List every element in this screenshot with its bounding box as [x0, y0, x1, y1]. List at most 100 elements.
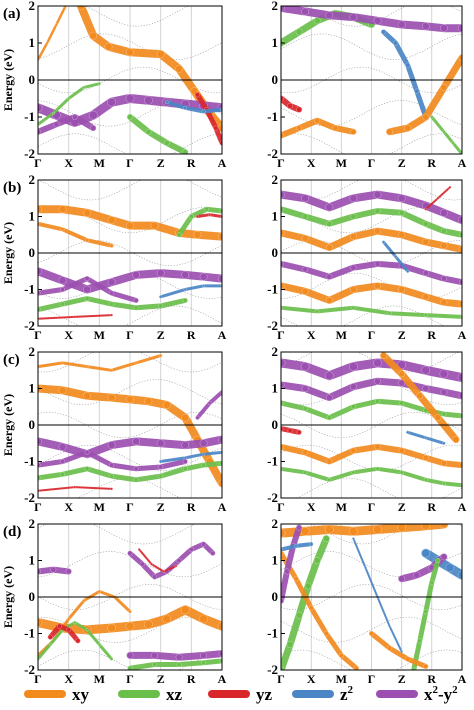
y-tick-label: 2 [272, 0, 279, 13]
orbital-legend: xy xz yz z2 x2-y2 [24, 684, 458, 704]
band-point [287, 102, 293, 109]
band-point [73, 315, 77, 319]
band-point [440, 388, 448, 396]
band-point [73, 620, 77, 625]
band-point [183, 456, 187, 460]
y-tick-label: 1 [272, 209, 279, 224]
band-point [351, 470, 356, 475]
band-point [195, 214, 200, 219]
kpoint-label: Γ [277, 328, 285, 342]
band-thin-line [281, 33, 462, 60]
band-point [351, 305, 356, 310]
band-layer [38, 6, 222, 154]
band-point [85, 238, 90, 243]
band-point [287, 428, 293, 433]
band-point [440, 84, 448, 91]
kpoint-label: A [458, 672, 467, 686]
band-point [382, 240, 386, 244]
band-point [325, 244, 333, 251]
band-point [180, 605, 190, 615]
band-point [398, 209, 405, 216]
kpoint-label: Γ [126, 672, 134, 686]
band-point [325, 203, 334, 212]
band-point [422, 385, 430, 392]
band-xy-series [38, 354, 163, 372]
band-point [386, 128, 393, 136]
y-tick-label: 0 [29, 245, 36, 260]
legend-label: xy [72, 685, 90, 704]
band-point [159, 354, 163, 358]
band-point [308, 605, 314, 611]
band-point [404, 124, 412, 132]
band-point [296, 106, 303, 113]
panel-label: (c) [3, 352, 20, 368]
kpoint-label: Γ [34, 672, 42, 686]
panel-label: (a) [3, 6, 21, 22]
band-point [109, 473, 115, 479]
band-thin-line [38, 379, 222, 406]
y-tick-label: 0 [29, 72, 36, 87]
band-point [302, 406, 308, 412]
band-point [175, 653, 183, 661]
y-tick-label: -1 [24, 109, 35, 124]
band-point [107, 623, 116, 633]
y-tick-label: -1 [267, 626, 278, 641]
band-point [219, 208, 222, 214]
band-thin-line [281, 444, 462, 471]
band-point [304, 582, 312, 590]
band-point [219, 658, 222, 664]
band-point [156, 269, 165, 277]
band-point [350, 286, 357, 293]
band-xz-series [281, 535, 330, 670]
band-point [58, 276, 67, 285]
band-point [398, 286, 406, 293]
band-point [440, 275, 447, 282]
band-point [459, 231, 462, 238]
kpoint-label: Z [398, 500, 406, 514]
band-point [126, 652, 134, 659]
band-point [150, 562, 153, 566]
legend-label: z2 [340, 684, 354, 704]
band-point [58, 205, 67, 214]
band-point [405, 656, 411, 662]
band-point [50, 566, 57, 573]
kpoint-label: X [64, 156, 73, 170]
band-point [201, 541, 207, 547]
band-point [126, 395, 134, 404]
band-point [201, 660, 207, 666]
band-point [60, 459, 66, 464]
band-point [181, 271, 190, 279]
band-point [296, 125, 303, 132]
kpoint-label: M [94, 156, 105, 170]
band-point [411, 667, 417, 670]
band-point [374, 208, 381, 214]
band-point [313, 17, 321, 25]
band-point [452, 436, 460, 443]
band-thin-line [38, 524, 197, 545]
band-z2-series [421, 548, 462, 580]
band-point [156, 439, 165, 448]
band-point [300, 362, 310, 371]
band-point [151, 652, 158, 659]
band-point [422, 238, 430, 246]
band-point [73, 485, 77, 489]
band-point [314, 117, 321, 124]
band-point [397, 194, 406, 203]
y-tick-label: -2 [267, 662, 278, 677]
band-point [293, 576, 299, 582]
y-tick-label: 1 [29, 209, 36, 224]
band-point [326, 415, 332, 421]
band-point [445, 563, 455, 573]
band-point [156, 50, 165, 58]
band-point [440, 209, 448, 217]
y-tick-label: -2 [267, 490, 278, 505]
panel-a-right: 210-1-2Γ X M Γ Z R A [267, 0, 467, 170]
band-point [423, 477, 428, 482]
y-tick-label: -2 [267, 318, 278, 333]
band-point [188, 547, 194, 553]
band-point [176, 232, 182, 238]
band-point [175, 65, 183, 73]
legend-item-x2y2: x2-y2 [376, 684, 458, 704]
band-point [374, 377, 381, 385]
band-point [458, 24, 462, 33]
